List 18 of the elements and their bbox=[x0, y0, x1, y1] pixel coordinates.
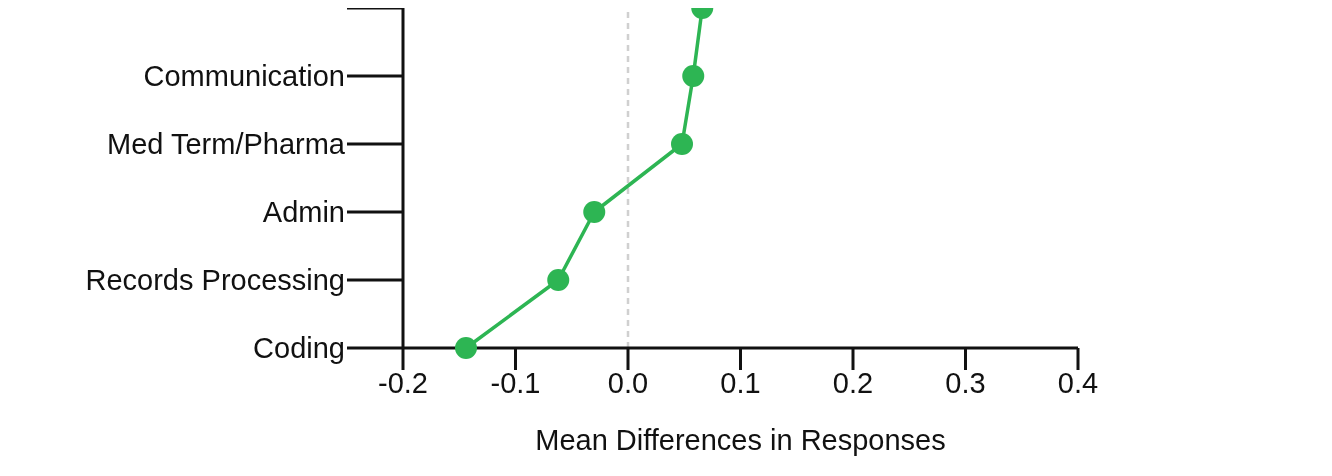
point bbox=[547, 269, 570, 291]
x-tick-label: 0.3 bbox=[945, 366, 986, 399]
x-tick-label: 0.2 bbox=[832, 366, 874, 399]
point bbox=[583, 201, 606, 223]
x-tick-label: 0.1 bbox=[720, 366, 761, 399]
y-tick-label: Admin bbox=[262, 196, 345, 229]
x-tick-label: 0.0 bbox=[607, 366, 649, 399]
y-tick-label: Coding bbox=[253, 332, 345, 365]
point bbox=[671, 133, 693, 155]
y-tick-label: Communication bbox=[143, 60, 345, 93]
y-tick-label: Records Processing bbox=[85, 264, 345, 297]
x-tick-label: 0.4 bbox=[1057, 366, 1099, 399]
point bbox=[455, 337, 477, 359]
x-axis-title: Mean Differences in Responses bbox=[535, 424, 946, 456]
y-tick-label: Med Term/Pharma bbox=[107, 128, 346, 161]
x-tick-label: -0.1 bbox=[490, 366, 541, 399]
x-tick-label: -0.2 bbox=[378, 366, 428, 399]
point bbox=[682, 65, 705, 87]
